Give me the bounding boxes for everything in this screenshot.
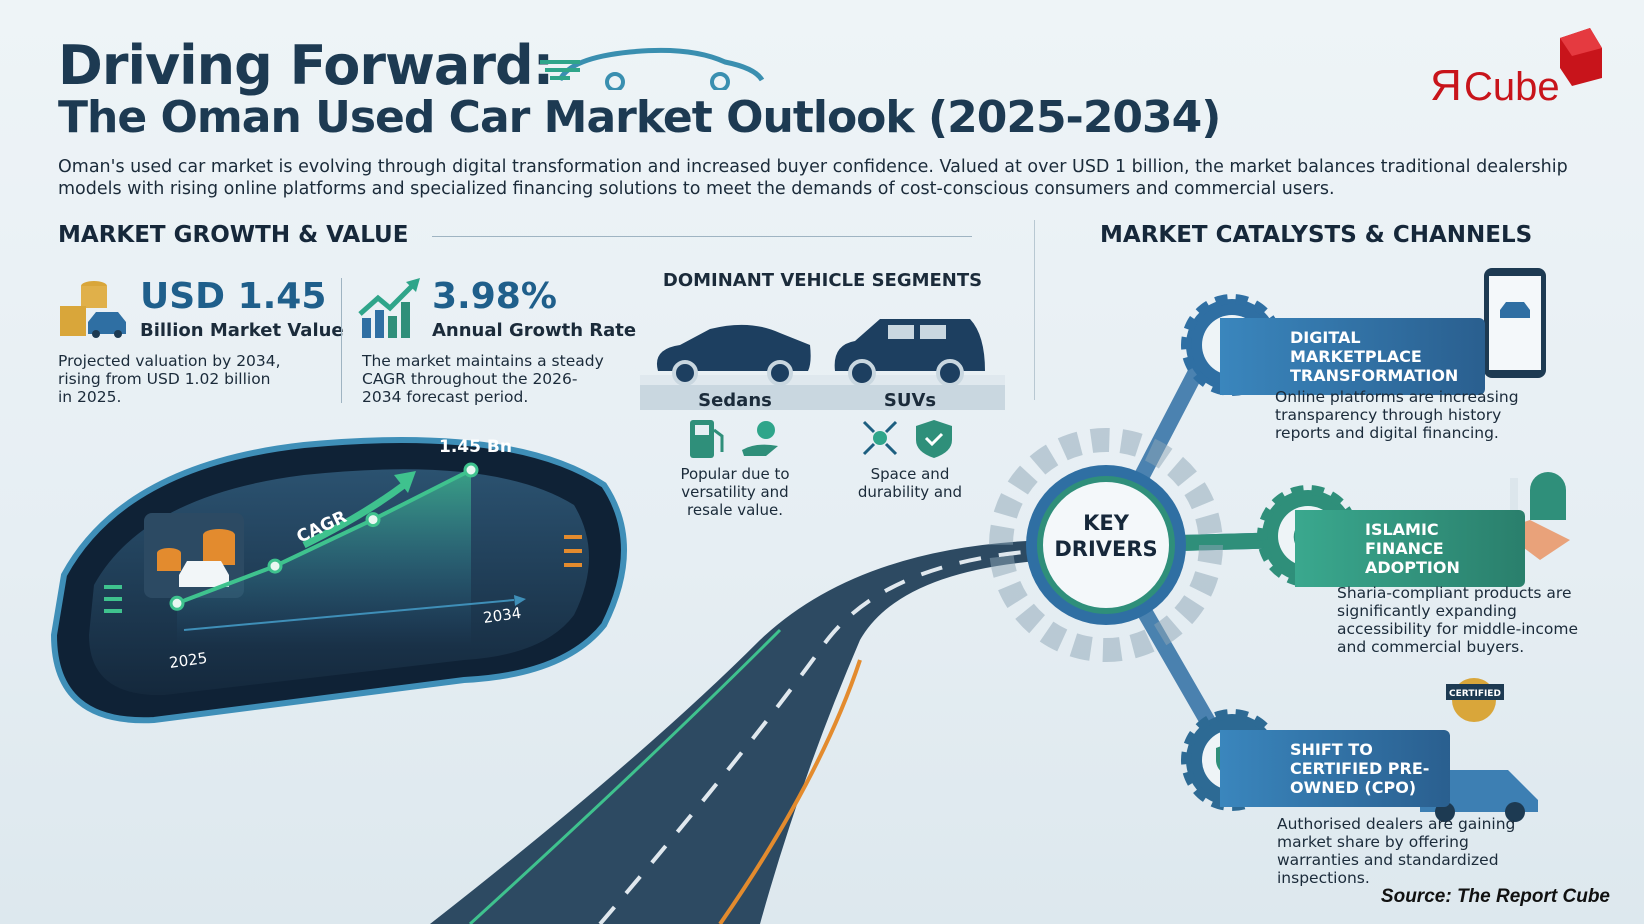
market-value: USD 1.45 xyxy=(140,276,327,317)
divider xyxy=(341,278,342,403)
catalyst-desc-islamic: Sharia-compliant products are significan… xyxy=(1337,584,1578,656)
title-line-2: The Oman Used Car Market Outlook (2025-2… xyxy=(58,92,1221,143)
catalysts-heading: MARKET CATALYSTS & CHANNELS xyxy=(1100,222,1533,248)
start-year-label: 2025 xyxy=(168,649,208,672)
divider xyxy=(432,236,972,237)
catalyst-desc-digital: Online platforms are increasing transpar… xyxy=(1275,388,1519,442)
suv-icon xyxy=(834,319,985,387)
segment-desc-sedans: Popular due to versatility and resale va… xyxy=(680,465,790,519)
coins-car-icon xyxy=(60,281,126,338)
phone-icon xyxy=(1484,268,1546,378)
segment-name-sedans: Sedans xyxy=(698,390,772,411)
sedan-icon xyxy=(656,324,811,386)
source-credit: Source: The Report Cube xyxy=(1380,886,1610,907)
data-point-2025 xyxy=(169,595,185,611)
segment-name-suvs: SUVs xyxy=(883,390,937,411)
intro-paragraph: Oman's used car market is evolving throu… xyxy=(58,157,1568,199)
fuel-pump-icon xyxy=(690,420,778,458)
peak-label: 1.45 Bn xyxy=(439,437,512,457)
end-year-label: 2034 xyxy=(482,604,522,627)
segment-desc-suvs: Space and durability and xyxy=(857,465,963,501)
market-value-label: Billion Market Value xyxy=(140,320,344,341)
svg-text:Я: Я xyxy=(1430,61,1462,108)
car-outline-icon xyxy=(540,47,765,90)
title-line-1: Driving Forward: xyxy=(58,34,554,97)
data-point-2034 xyxy=(463,462,479,478)
vehicles-platform xyxy=(640,319,1005,410)
cagr-label: Annual Growth Rate xyxy=(432,320,637,341)
chart-area xyxy=(177,470,471,645)
catalyst-title-cpo: SHIFT TO CERTIFIED PRE-OWNED (CPO) xyxy=(1220,730,1450,807)
expand-shield-icons xyxy=(862,420,952,458)
divider xyxy=(1034,220,1035,400)
catalyst-title-digital: DIGITAL MARKETPLACE TRANSFORMATION xyxy=(1220,318,1485,395)
chart-line xyxy=(176,468,472,606)
certified-badge-icon: CERTIFIED xyxy=(1446,678,1504,722)
segments-heading: DOMINANT VEHICLE SEGMENTS xyxy=(662,270,983,291)
hub-label-1: KEY xyxy=(1083,511,1130,535)
data-point-2031 xyxy=(365,512,381,528)
growth-chart-icon xyxy=(358,278,420,338)
data-point-2028 xyxy=(267,558,283,574)
logo: Я Cube xyxy=(1430,28,1610,110)
hub-label-2: DRIVERS xyxy=(1054,537,1157,561)
svg-text:Cube: Cube xyxy=(1464,65,1560,108)
market-value-desc: Projected valuation by 2034, rising from… xyxy=(58,352,281,406)
cagr-value: 3.98% xyxy=(432,276,557,317)
mosque-icon xyxy=(1510,472,1566,528)
growth-heading: MARKET GROWTH & VALUE xyxy=(58,222,409,248)
svg-text:CERTIFIED: CERTIFIED xyxy=(1449,689,1501,699)
catalyst-desc-cpo: Authorised dealers are gaining market sh… xyxy=(1277,815,1516,887)
cagr-desc: The market maintains a steady CAGR throu… xyxy=(362,352,604,406)
dashboard-chart: CAGR 1.45 Bn 2025 2034 xyxy=(50,437,627,724)
catalyst-title-islamic: ISLAMIC FINANCE ADOPTION xyxy=(1295,510,1525,587)
